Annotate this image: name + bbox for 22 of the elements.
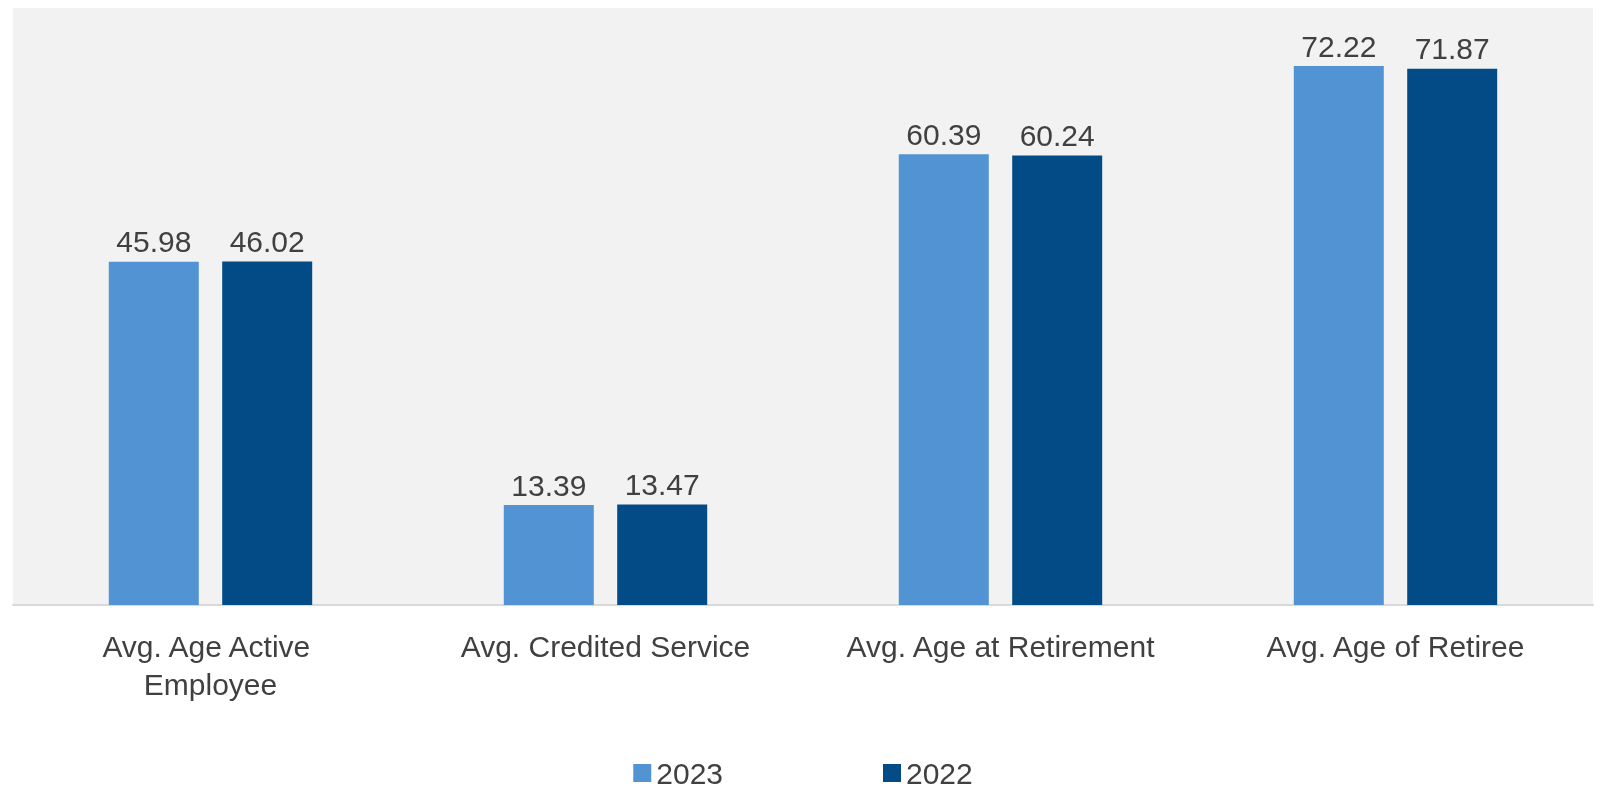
data-label: 60.24 xyxy=(1019,118,1095,152)
bar xyxy=(1012,155,1103,605)
data-label: 13.47 xyxy=(624,467,700,501)
bar xyxy=(1293,66,1384,605)
bar xyxy=(898,154,989,605)
data-label: 45.98 xyxy=(116,225,192,259)
legend-label: 2022 xyxy=(906,756,973,790)
data-label: 13.39 xyxy=(511,468,587,502)
x-tick-label: Avg. Age of Retiree xyxy=(1266,629,1525,663)
data-label: 60.39 xyxy=(906,117,982,151)
data-label: 46.02 xyxy=(229,225,305,259)
bar xyxy=(1407,68,1498,605)
x-tick-label: Avg. Credited Service xyxy=(460,629,751,663)
bar xyxy=(222,261,313,605)
data-label: 71.87 xyxy=(1414,32,1490,66)
x-tick-label: Avg. Age Active Employee xyxy=(102,629,319,701)
legend-label: 2023 xyxy=(656,756,724,790)
data-label: 72.22 xyxy=(1301,29,1377,63)
bar xyxy=(108,261,199,605)
bar xyxy=(503,505,594,605)
x-tick-label: Avg. Age at Retirement xyxy=(846,629,1156,663)
bar xyxy=(617,504,708,605)
